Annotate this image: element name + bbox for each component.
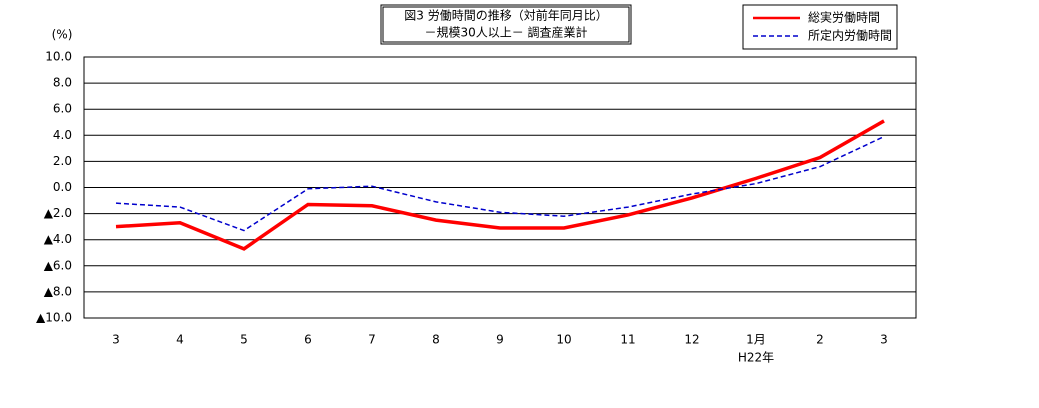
x-tick-label: 11 — [620, 333, 635, 347]
y-tick-label: 8.0 — [53, 76, 72, 90]
y-tick-label: 2.0 — [53, 154, 72, 168]
x-tick-label: 6 — [304, 333, 312, 347]
y-tick-label: 0.0 — [53, 180, 72, 194]
x-tick-label: 10 — [556, 333, 571, 347]
x-tick-label: 8 — [432, 333, 440, 347]
legend-label: 総実労働時間 — [808, 10, 880, 25]
y-tick-label: ▲10.0 — [36, 311, 72, 325]
series-line — [115, 135, 885, 232]
x-tick-label: 1月 — [746, 333, 766, 347]
y-tick-label: ▲2.0 — [44, 206, 72, 220]
x-tick-label: 9 — [496, 333, 504, 347]
title-box-inner — [382, 6, 630, 43]
legend-box — [742, 4, 898, 50]
x-tick-label: 4 — [176, 333, 184, 347]
series-line — [115, 119, 885, 251]
y-unit: (%) — [52, 28, 73, 42]
y-tick-label: ▲4.0 — [44, 232, 72, 246]
x-tick-label: 2 — [816, 333, 824, 347]
legend-label: 所定内労働時間 — [808, 28, 892, 43]
x-tick-label: 7 — [368, 333, 376, 347]
x-tick-label: 3 — [880, 333, 888, 347]
era-label: H22年 — [738, 351, 774, 365]
y-tick-label: 4.0 — [53, 128, 72, 142]
y-tick-label: ▲8.0 — [44, 284, 72, 298]
x-tick-label: 3 — [112, 333, 120, 347]
chart-title: 図3 労働時間の推移（対前年同月比） — [404, 8, 607, 23]
chart-subtitle: －規模30人以上－ 調査産業計 — [424, 25, 587, 40]
x-tick-label: 12 — [684, 333, 699, 347]
x-tick-label: 5 — [240, 333, 248, 347]
title-box — [380, 4, 632, 45]
y-tick-label: 10.0 — [45, 50, 72, 64]
y-tick-label: 6.0 — [53, 102, 72, 116]
y-tick-label: ▲6.0 — [44, 258, 72, 272]
